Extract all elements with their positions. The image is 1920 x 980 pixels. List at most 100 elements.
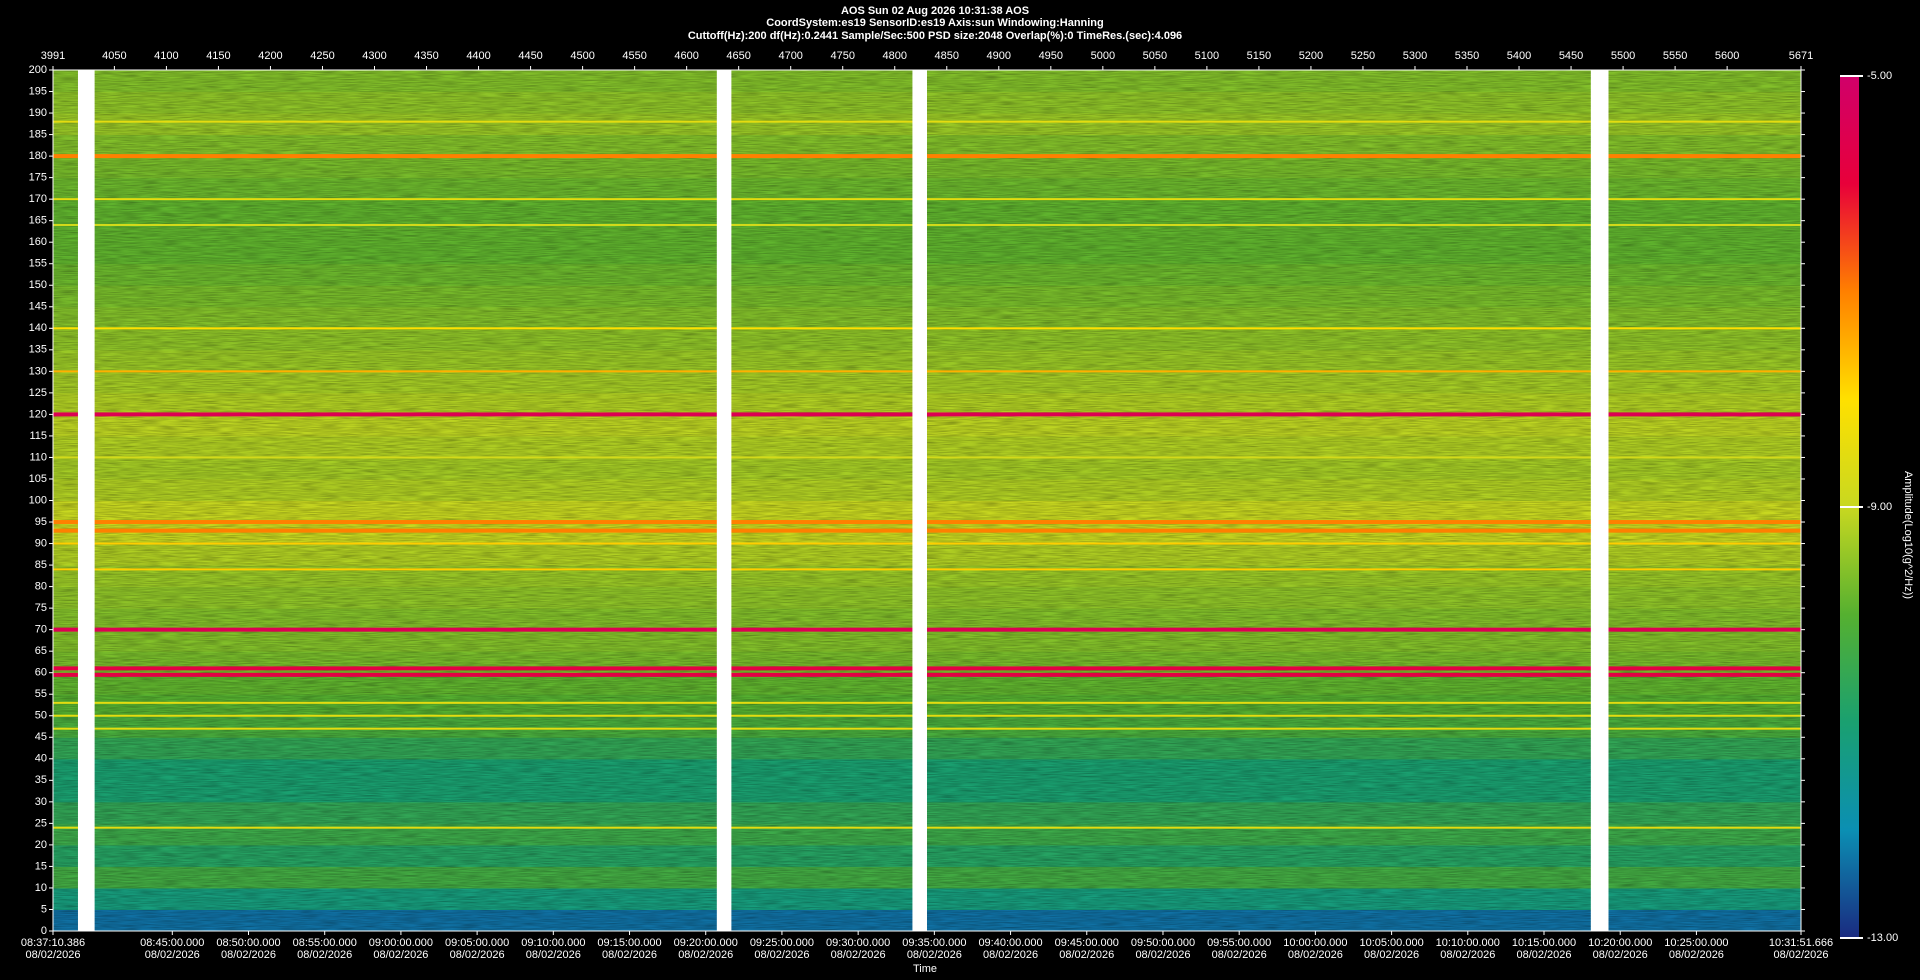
x2-tick-label: 10:31:51.666	[1769, 937, 1833, 949]
x2-tick-date: 08/02/2026	[831, 949, 886, 961]
x2-tick-label: 09:20:00.000	[674, 937, 738, 949]
x-tick-label: 4200	[258, 50, 282, 62]
x2-tick-label: 09:25:00.000	[750, 937, 814, 949]
x-tick-label: 5550	[1663, 50, 1687, 62]
x-tick-label: 5100	[1195, 50, 1219, 62]
x2-tick-label: 08:45:00.000	[140, 937, 204, 949]
x2-tick-date: 08/02/2026	[373, 949, 428, 961]
y-tick-label: 45	[35, 731, 47, 743]
x-tick-label: 5600	[1715, 50, 1739, 62]
y-tick-label: 30	[35, 796, 47, 808]
y-tick-label: 35	[35, 774, 47, 786]
x-tick-label: 5671	[1789, 50, 1813, 62]
y-tick-label: 100	[29, 494, 47, 506]
x2-tick-date: 08/02/2026	[1059, 949, 1114, 961]
x2-tick-label: 09:50:00.000	[1131, 937, 1195, 949]
x2-tick-label: 09:55:00.000	[1207, 937, 1271, 949]
y-tick-label: 55	[35, 688, 47, 700]
y-tick-label: 15	[35, 860, 47, 872]
x2-tick-label: 09:15:00.000	[597, 937, 661, 949]
x-tick-label: 4150	[206, 50, 230, 62]
y-tick-label: 105	[29, 473, 47, 485]
x-tick-label: 5400	[1507, 50, 1531, 62]
colorbar-tick-label: -5.00	[1867, 70, 1892, 82]
x2-tick-date: 08/02/2026	[602, 949, 657, 961]
x2-tick-date: 08/02/2026	[297, 949, 352, 961]
x-tick-label: 4950	[1039, 50, 1063, 62]
y-tick-label: 170	[29, 193, 47, 205]
x-tick-label: 4550	[622, 50, 646, 62]
title-line: Cuttoff(Hz):200 df(Hz):0.2441 Sample/Sec…	[688, 30, 1182, 42]
x-tick-label: 5250	[1351, 50, 1375, 62]
colorbar-label: Amplitude(Log10(g^2/Hz))	[1902, 471, 1914, 599]
x2-tick-date: 08/02/2026	[754, 949, 809, 961]
y-tick-label: 180	[29, 150, 47, 162]
x2-tick-label: 10:00:00.000	[1283, 937, 1347, 949]
y-tick-label: 155	[29, 258, 47, 270]
y-tick-label: 20	[35, 839, 47, 851]
x-tick-label: 5200	[1299, 50, 1323, 62]
x-tick-label: 4250	[310, 50, 334, 62]
x2-tick-label: 08:55:00.000	[293, 937, 357, 949]
y-tick-label: 145	[29, 301, 47, 313]
title-line: CoordSystem:es19 SensorID:es19 Axis:sun …	[766, 17, 1104, 29]
x-tick-label: 5350	[1455, 50, 1479, 62]
x2-tick-date: 08/02/2026	[25, 949, 80, 961]
x2-tick-date: 08/02/2026	[1516, 949, 1571, 961]
y-tick-label: 95	[35, 516, 47, 528]
y-tick-label: 140	[29, 322, 47, 334]
x2-tick-date: 08/02/2026	[1440, 949, 1495, 961]
x2-tick-label: 10:25:00.000	[1664, 937, 1728, 949]
y-tick-label: 50	[35, 710, 47, 722]
x-tick-label: 4100	[154, 50, 178, 62]
y-tick-label: 70	[35, 624, 47, 636]
x2-tick-label: 10:05:00.000	[1359, 937, 1423, 949]
y-tick-label: 65	[35, 645, 47, 657]
x-tick-label: 4850	[935, 50, 959, 62]
y-tick-label: 0	[41, 925, 47, 937]
y-tick-label: 135	[29, 344, 47, 356]
x2-tick-label: 10:20:00.000	[1588, 937, 1652, 949]
y-tick-label: 25	[35, 817, 47, 829]
y-tick-label: 160	[29, 236, 47, 248]
data-gap	[912, 70, 927, 931]
data-gap	[716, 70, 732, 931]
y-tick-label: 120	[29, 408, 47, 420]
y-tick-label: 60	[35, 667, 47, 679]
x-tick-label: 4750	[830, 50, 854, 62]
y-tick-label: 125	[29, 387, 47, 399]
x-tick-label: 3991	[41, 50, 65, 62]
x-tick-label: 4450	[518, 50, 542, 62]
x2-tick-label: 09:05:00.000	[445, 937, 509, 949]
y-tick-label: 5	[41, 903, 47, 915]
x-tick-label: 4650	[726, 50, 750, 62]
y-tick-label: 190	[29, 107, 47, 119]
y-tick-label: 195	[29, 85, 47, 97]
x2-tick-date: 08/02/2026	[678, 949, 733, 961]
y-tick-label: 90	[35, 537, 47, 549]
x2-tick-date: 08/02/2026	[1773, 949, 1828, 961]
x2-tick-label: 09:45:00.000	[1055, 937, 1119, 949]
y-tick-label: 150	[29, 279, 47, 291]
x2-tick-date: 08/02/2026	[221, 949, 276, 961]
x2-tick-label: 09:35:00.000	[902, 937, 966, 949]
x2-tick-label: 08:50:00.000	[216, 937, 280, 949]
x2-tick-label: 10:10:00.000	[1436, 937, 1500, 949]
x-tick-label: 4600	[674, 50, 698, 62]
y-tick-label: 115	[29, 430, 47, 442]
x-tick-label: 4800	[883, 50, 907, 62]
x2-tick-date: 08/02/2026	[983, 949, 1038, 961]
x2-tick-date: 08/02/2026	[907, 949, 962, 961]
x-tick-label: 5000	[1091, 50, 1115, 62]
x2-tick-date: 08/02/2026	[1364, 949, 1419, 961]
y-tick-label: 130	[29, 365, 47, 377]
x2-tick-label: 09:40:00.000	[978, 937, 1042, 949]
colorbar-tick-label: -13.00	[1867, 932, 1898, 944]
y-tick-label: 40	[35, 753, 47, 765]
x2-tick-date: 08/02/2026	[1135, 949, 1190, 961]
y-tick-label: 110	[29, 451, 47, 463]
data-gap	[77, 70, 95, 931]
colorbar-tick-label: -9.00	[1867, 501, 1892, 513]
